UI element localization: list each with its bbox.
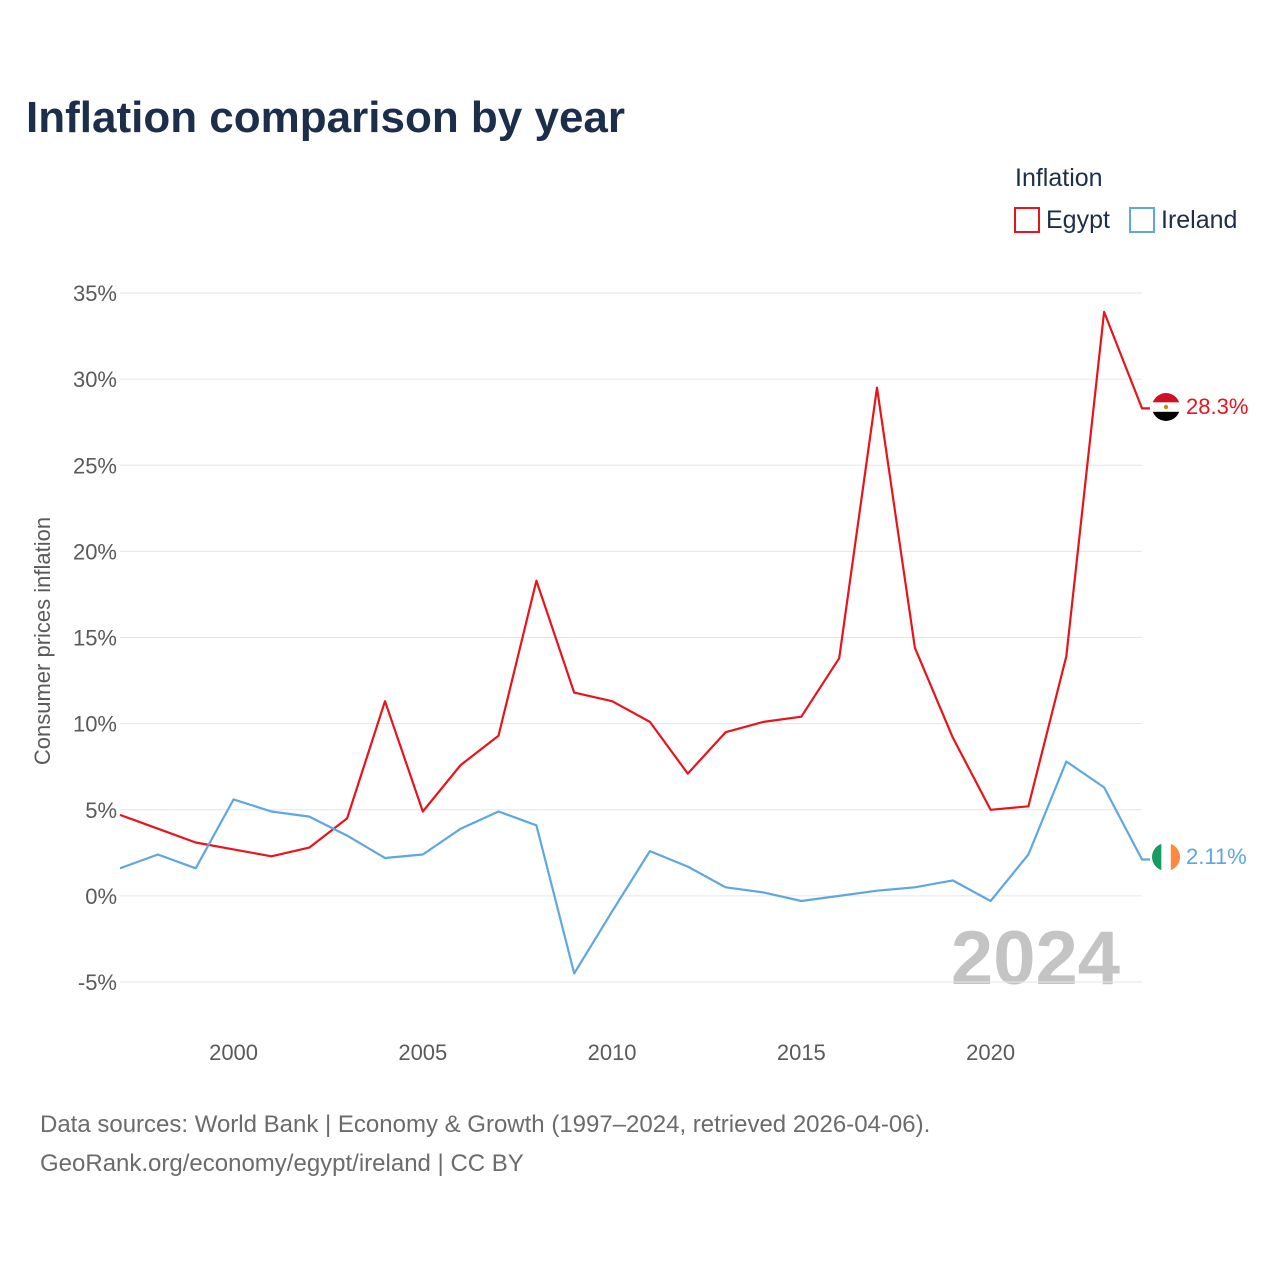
end-label-ireland: 2.11% — [1186, 844, 1247, 869]
x-tick-label: 2015 — [777, 1040, 826, 1065]
y-tick-label: -5% — [78, 970, 117, 995]
y-tick-label: 0% — [85, 884, 117, 909]
source-note: Data sources: World Bank | Economy & Gro… — [40, 1111, 930, 1138]
series-lines — [119, 310, 1150, 975]
x-tick-label: 2020 — [966, 1040, 1015, 1065]
source-link: GeoRank.org/economy/egypt/ireland | CC B… — [40, 1150, 524, 1177]
y-tick-label: 30% — [73, 367, 117, 392]
x-tick-label: 2010 — [588, 1040, 637, 1065]
grid-lines — [120, 292, 1142, 983]
legend-label-ireland: Ireland — [1161, 206, 1237, 234]
legend-label-egypt: Egypt — [1046, 206, 1110, 234]
series-line-egypt — [119, 310, 1150, 858]
axis-ticks: -5% 0% 5% 10% 15% 20% 25% 30% 35% 2000 2005 2010 201… — [73, 281, 1015, 1065]
legend-title: Inflation — [1015, 164, 1103, 192]
egypt-flag-icon — [1152, 393, 1180, 421]
legend: Inflation Egypt Ireland — [1014, 164, 1237, 234]
legend-swatch-ireland — [1129, 207, 1155, 233]
series-line-ireland — [119, 760, 1150, 975]
end-label-egypt: 28.3% — [1186, 394, 1248, 419]
y-tick-label: 10% — [73, 712, 117, 737]
y-axis-title: Consumer prices inflation — [30, 517, 55, 765]
y-tick-label: 15% — [73, 626, 117, 651]
x-tick-label: 2005 — [398, 1040, 447, 1065]
y-tick-label: 35% — [73, 281, 117, 306]
year-watermark: 2024 — [951, 916, 1120, 1001]
ireland-flag-icon — [1152, 843, 1180, 871]
y-tick-label: 25% — [73, 453, 117, 478]
y-tick-label: 20% — [73, 539, 117, 564]
chart-title: Inflation comparison by year — [26, 93, 625, 142]
legend-swatch-egypt — [1014, 207, 1040, 233]
y-tick-label: 5% — [85, 798, 117, 823]
x-tick-label: 2000 — [209, 1040, 258, 1065]
